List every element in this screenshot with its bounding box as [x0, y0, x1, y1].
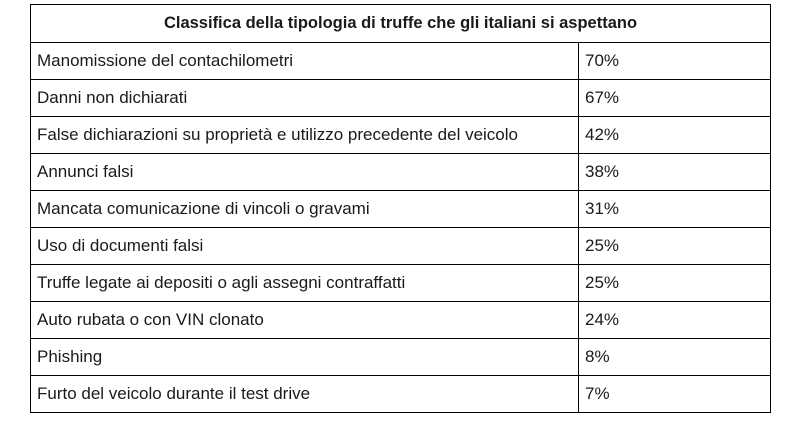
scam-type-cell: Manomissione del contachilometri [30, 42, 579, 80]
percentage-cell: 67% [577, 79, 772, 117]
scam-type-cell: Mancata comunicazione di vincoli o grava… [30, 190, 579, 228]
scam-type-cell: Furto del veicolo durante il test drive [30, 375, 579, 413]
percentage-cell: 24% [577, 301, 772, 339]
percentage-cell: 70% [577, 42, 772, 80]
table-row: False dichiarazioni su proprietà e utili… [30, 116, 772, 154]
scam-type-cell: Auto rubata o con VIN clonato [30, 301, 579, 339]
percentage-cell: 38% [577, 153, 772, 191]
percentage-cell: 25% [577, 264, 772, 302]
table-header-row: Classifica della tipologia di truffe che… [29, 4, 772, 43]
table-title: Classifica della tipologia di truffe che… [29, 4, 772, 43]
table-row: Truffe legate ai depositi o agli assegni… [30, 264, 772, 302]
table-row: Danni non dichiarati 67% [30, 79, 772, 117]
scam-type-cell: Annunci falsi [30, 153, 579, 191]
scam-type-cell: Truffe legate ai depositi o agli assegni… [30, 264, 579, 302]
table-row: Manomissione del contachilometri 70% [30, 42, 772, 80]
percentage-cell: 42% [577, 116, 772, 154]
table-row: Furto del veicolo durante il test drive … [30, 375, 772, 413]
scam-type-cell: Danni non dichiarati [30, 79, 579, 117]
scam-type-cell: Uso di documenti falsi [30, 227, 579, 265]
table-row: Uso di documenti falsi 25% [30, 227, 772, 265]
percentage-cell: 25% [577, 227, 772, 265]
table-row: Mancata comunicazione di vincoli o grava… [30, 190, 772, 228]
percentage-cell: 31% [577, 190, 772, 228]
scam-ranking-table: Classifica della tipologia di truffe che… [29, 4, 772, 413]
scam-type-cell: False dichiarazioni su proprietà e utili… [30, 116, 579, 154]
percentage-cell: 8% [577, 338, 772, 376]
scam-ranking-table-container: Classifica della tipologia di truffe che… [29, 4, 772, 413]
table-row: Auto rubata o con VIN clonato 24% [30, 301, 772, 339]
scam-type-cell: Phishing [30, 338, 579, 376]
table-row: Annunci falsi 38% [30, 153, 772, 191]
percentage-cell: 7% [577, 375, 772, 413]
table-row: Phishing 8% [30, 338, 772, 376]
